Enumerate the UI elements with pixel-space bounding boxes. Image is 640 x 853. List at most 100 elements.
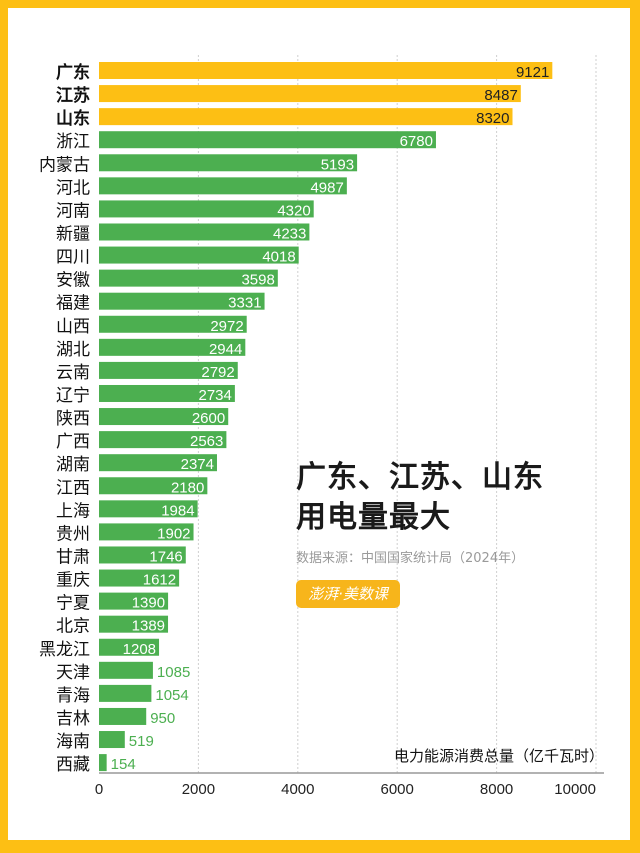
data-label: 1746 bbox=[149, 548, 182, 565]
category-label: 贵州 bbox=[56, 524, 90, 544]
data-label: 1085 bbox=[157, 664, 190, 681]
data-label: 9121 bbox=[516, 64, 549, 81]
x-tick-label: 6000 bbox=[381, 781, 414, 798]
category-label: 江西 bbox=[56, 478, 90, 498]
data-label: 154 bbox=[111, 756, 136, 773]
data-label: 4233 bbox=[273, 225, 306, 242]
bar bbox=[99, 200, 314, 218]
data-label: 2600 bbox=[192, 410, 225, 427]
category-label: 新疆 bbox=[56, 224, 90, 244]
bar bbox=[99, 154, 358, 172]
category-label: 湖南 bbox=[56, 455, 90, 475]
category-label: 河南 bbox=[56, 201, 90, 221]
category-label: 北京 bbox=[56, 617, 90, 637]
x-tick-label: 10000 bbox=[554, 781, 596, 798]
data-label: 2944 bbox=[209, 341, 242, 358]
category-label: 黑龙江 bbox=[39, 640, 90, 660]
category-label: 上海 bbox=[56, 501, 90, 521]
category-label: 江苏 bbox=[56, 85, 90, 106]
category-label: 宁夏 bbox=[56, 594, 90, 614]
bar bbox=[99, 85, 521, 103]
category-label: 安徽 bbox=[56, 271, 90, 291]
category-label: 陕西 bbox=[56, 409, 90, 429]
data-label: 1389 bbox=[132, 618, 165, 635]
bar bbox=[99, 754, 107, 772]
data-label: 3331 bbox=[228, 295, 261, 312]
category-label: 浙江 bbox=[56, 132, 90, 152]
category-label: 湖北 bbox=[56, 340, 90, 360]
category-label: 重庆 bbox=[56, 571, 90, 591]
chart-title: 广东、江苏、山东 用电量最大 bbox=[296, 458, 544, 538]
data-label: 2972 bbox=[210, 318, 243, 335]
category-label: 吉林 bbox=[56, 709, 90, 729]
bar bbox=[99, 177, 347, 195]
x-axis-label: 电力能源消费总量（亿千瓦时） bbox=[394, 747, 604, 765]
title-line-1: 广东、江苏、山东 bbox=[296, 460, 544, 495]
bar bbox=[99, 592, 169, 610]
data-label: 1390 bbox=[132, 595, 165, 612]
data-label: 4018 bbox=[262, 249, 295, 266]
bar bbox=[99, 454, 217, 472]
category-label: 青海 bbox=[56, 686, 90, 706]
data-label: 519 bbox=[129, 733, 154, 750]
data-label: 2374 bbox=[181, 456, 214, 473]
category-label: 海南 bbox=[56, 732, 90, 752]
data-label: 2734 bbox=[199, 387, 232, 404]
logo: 澎湃·美数课 bbox=[296, 580, 400, 608]
x-tick-label: 8000 bbox=[480, 781, 513, 798]
bar bbox=[99, 315, 247, 333]
bar bbox=[99, 500, 198, 518]
data-label: 950 bbox=[150, 710, 175, 727]
category-label: 河北 bbox=[56, 178, 90, 198]
bar bbox=[99, 661, 153, 679]
bar bbox=[99, 108, 513, 126]
data-label: 8487 bbox=[484, 87, 517, 104]
category-label: 辽宁 bbox=[56, 386, 90, 406]
bar bbox=[99, 707, 147, 725]
category-label: 甘肃 bbox=[56, 547, 90, 567]
bar bbox=[99, 62, 553, 79]
data-label: 3598 bbox=[241, 272, 274, 289]
data-label: 5193 bbox=[321, 156, 354, 173]
category-label: 广西 bbox=[56, 432, 90, 452]
category-label: 云南 bbox=[56, 363, 90, 383]
category-label: 四川 bbox=[56, 248, 90, 268]
category-label: 山东 bbox=[56, 108, 90, 129]
data-label: 1902 bbox=[157, 525, 190, 542]
data-label: 2563 bbox=[190, 433, 223, 450]
title-line-2: 用电量最大 bbox=[296, 500, 451, 535]
source-note: 数据来源：中国国家统计局（2024年） bbox=[296, 551, 525, 566]
data-label: 6780 bbox=[400, 133, 433, 150]
bar bbox=[99, 384, 235, 402]
data-label: 2792 bbox=[201, 364, 234, 381]
data-label: 4987 bbox=[310, 179, 343, 196]
bar bbox=[99, 546, 186, 564]
data-label: 4320 bbox=[277, 202, 310, 219]
data-label: 1208 bbox=[123, 641, 156, 658]
x-tick-label: 2000 bbox=[182, 781, 215, 798]
bar bbox=[99, 477, 208, 495]
bar bbox=[99, 638, 160, 656]
bar bbox=[99, 731, 125, 749]
data-label: 1612 bbox=[143, 572, 176, 589]
bar bbox=[99, 338, 246, 356]
data-label: 2180 bbox=[171, 479, 204, 496]
bar bbox=[99, 615, 169, 633]
bar bbox=[99, 431, 227, 449]
bar bbox=[99, 292, 265, 310]
bar bbox=[99, 246, 299, 264]
bar bbox=[99, 569, 180, 587]
bar bbox=[99, 269, 278, 287]
category-label: 广东 bbox=[56, 62, 90, 83]
x-tick-label: 4000 bbox=[281, 781, 314, 798]
category-label: 内蒙古 bbox=[39, 155, 90, 175]
category-label: 西藏 bbox=[56, 755, 90, 775]
x-tick-label: 0 bbox=[95, 781, 103, 798]
bar bbox=[99, 523, 194, 541]
bar bbox=[99, 408, 229, 426]
category-label: 山西 bbox=[56, 317, 90, 337]
bar bbox=[99, 361, 238, 379]
bar bbox=[99, 131, 436, 149]
bar bbox=[99, 684, 152, 702]
